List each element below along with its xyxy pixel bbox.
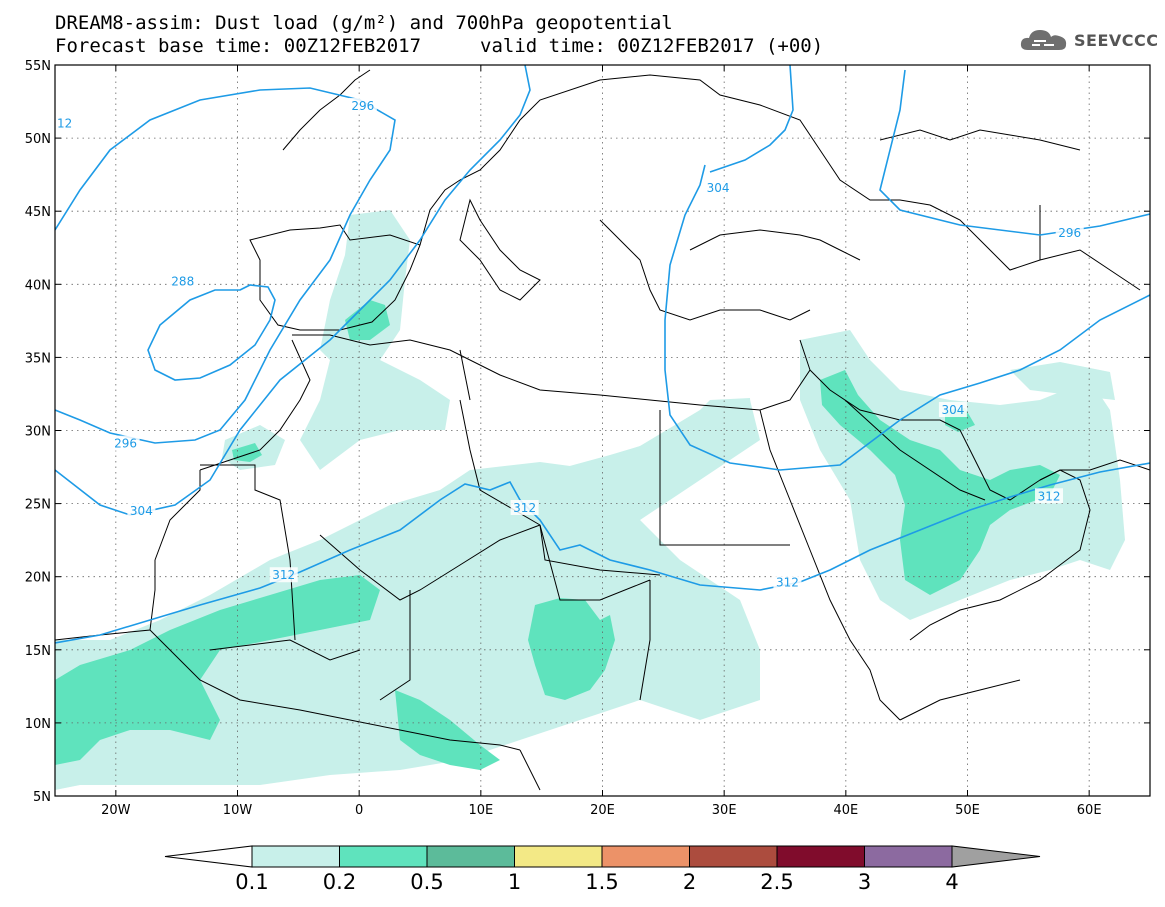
lat-label: 50N — [25, 132, 51, 147]
contour-304-west — [55, 65, 531, 516]
lon-label: 0 — [355, 803, 363, 818]
lon-label: 40E — [833, 803, 858, 818]
contour-label-bg — [111, 435, 140, 451]
dust-area-low-morocco — [300, 360, 450, 470]
colorbar-label: 0.5 — [410, 870, 443, 894]
contour-label: 312 — [513, 501, 536, 515]
colorbar-label: 1 — [508, 870, 521, 894]
contour-label: 312 — [272, 568, 295, 582]
dust-area-mid-westafrica — [55, 575, 380, 765]
contour-label: 12 — [57, 116, 72, 130]
dust-load-shading — [55, 210, 1125, 790]
contour-296-west — [55, 87, 396, 444]
colorbar-swatch — [689, 845, 778, 868]
dust-area-low-spain — [320, 210, 410, 380]
map-title: DREAM8-assim: Dust load (g/m²) and 700hP… — [55, 12, 673, 34]
colorbar-label: 3 — [858, 870, 871, 894]
colorbar-swatch — [864, 845, 953, 868]
contour-label-bg — [1035, 488, 1064, 504]
contour-label: 312 — [776, 576, 799, 590]
lon-label: 10E — [468, 803, 493, 818]
contour-288 — [147, 284, 276, 381]
lat-label: 45N — [25, 205, 51, 220]
coastlines — [55, 69, 1150, 791]
contour-label: 296 — [114, 437, 137, 451]
lat-label: 20N — [25, 571, 51, 586]
seevccc-logo: SEEVCCC — [1018, 26, 1159, 54]
colorbar-label: 0.1 — [235, 870, 268, 894]
contour-label: 288 — [171, 274, 194, 288]
lon-label: 50E — [955, 803, 980, 818]
lat-label: 55N — [25, 59, 51, 74]
contour-label-bg — [269, 567, 298, 583]
lat-label: 10N — [25, 717, 51, 732]
contour-label: 304 — [130, 504, 153, 518]
lat-label: 25N — [25, 498, 51, 513]
contour-label: 304 — [941, 403, 964, 417]
contour-labels: 12 296 304 296 288 304 296 312 304 312 312 312 — [56, 97, 1084, 590]
contour-label-bg — [773, 574, 802, 590]
lat-label: 40N — [25, 278, 51, 293]
axis-ticks — [55, 64, 1150, 797]
lat-label: 5N — [33, 790, 51, 805]
dust-area-mid-spain — [345, 300, 390, 340]
colorbar-label: 4 — [945, 870, 958, 894]
contour-label-bg — [127, 502, 156, 518]
contour-label: 296 — [351, 99, 374, 113]
geopotential-contours — [55, 65, 1150, 644]
lon-label: 20W — [101, 803, 131, 818]
lat-label: 15N — [25, 644, 51, 659]
forecast-base-time: Forecast base time: 00Z12FEB2017 — [55, 35, 422, 57]
contour-296-north — [709, 65, 794, 173]
colorbar-swatch — [426, 845, 515, 868]
colorbar-over-arrow — [951, 845, 1041, 868]
colorbar-swatch — [251, 845, 340, 868]
colorbar-swatch — [339, 845, 428, 868]
contour-label-bg — [348, 97, 377, 113]
contour-label-bg — [56, 115, 72, 131]
lon-label: 30E — [712, 803, 737, 818]
cloud-icon — [1020, 30, 1067, 50]
dust-area-mid-chad — [528, 598, 615, 700]
dust-area-mid-arabia — [820, 370, 1060, 595]
contour-label-bg — [168, 273, 197, 289]
colorbar-under-arrow — [164, 845, 253, 868]
contour-label: 296 — [1058, 226, 1081, 240]
contour-label-bg — [704, 179, 733, 195]
colorbar-swatch — [776, 845, 865, 868]
forecast-time-line: Forecast base time: 00Z12FEB2017 valid ti… — [55, 35, 823, 57]
contour-296-east — [879, 69, 1150, 236]
contour-label: 304 — [707, 181, 730, 195]
contour-label-bg — [1055, 225, 1084, 241]
dust-area-mid-niger — [395, 690, 500, 770]
colorbar-label: 2 — [683, 870, 696, 894]
colorbar-swatch — [601, 845, 690, 868]
logo-text: SEEVCCC — [1074, 30, 1159, 50]
contour-label-bg — [510, 499, 539, 515]
valid-time: valid time: 00Z12FEB2017 (+00) — [480, 35, 824, 57]
colorbar-label: 0.2 — [323, 870, 356, 894]
lat-label: 30N — [25, 425, 51, 440]
contour-304-east — [664, 164, 1150, 471]
lon-label: 20E — [590, 803, 615, 818]
colorbar-label: 2.5 — [760, 870, 793, 894]
dust-area-low-iran — [1010, 362, 1115, 400]
contour-label-bg — [938, 402, 967, 418]
lon-label: 10W — [223, 803, 253, 818]
dust-area-low-libya — [555, 398, 752, 510]
lat-label: 35N — [25, 351, 51, 366]
contour-label: 312 — [1038, 489, 1061, 503]
axis-labels: 55N 50N 45N 40N 35N 30N 25N 20N 15N 10N 5N 20W 10W 0 1… — [25, 59, 1102, 818]
lon-label: 60E — [1077, 803, 1102, 818]
colorbar-label: 1.5 — [585, 870, 618, 894]
colorbar: 0.1 0.2 0.5 1 1.5 2 2.5 3 4 — [164, 845, 1041, 894]
colorbar-swatch — [514, 845, 603, 868]
